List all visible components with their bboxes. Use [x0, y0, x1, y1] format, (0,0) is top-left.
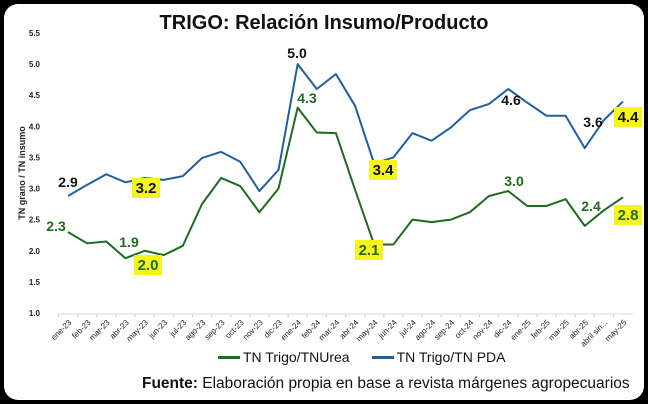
x-tick-label: mar-23 — [87, 318, 112, 343]
y-tick-label: 4.0 — [29, 122, 41, 131]
legend-swatch-pda — [371, 355, 394, 359]
x-tick-label: ago-24 — [413, 318, 437, 342]
legend-item-pda: TN Trigo/TN PDA — [371, 349, 506, 365]
data-label: 4.6 — [501, 92, 521, 108]
data-label: 1.9 — [119, 234, 139, 250]
x-tick-label: sep-24 — [433, 318, 457, 342]
y-tick-label: 2.5 — [29, 216, 41, 225]
data-label-highlight — [134, 255, 162, 275]
x-tick-label: mar-24 — [317, 318, 342, 343]
y-tick-label: 5.5 — [29, 29, 41, 38]
data-label-highlight — [614, 107, 642, 127]
data-label-highlight — [132, 178, 160, 198]
source-label: Fuente: — [142, 375, 198, 392]
data-label: 3.6 — [583, 114, 603, 130]
data-label: 2.1 — [359, 242, 380, 259]
x-tick-label: may-25 — [603, 318, 629, 344]
x-tick-label: ene-23 — [49, 318, 73, 342]
y-tick-label: 3.0 — [29, 185, 41, 194]
data-label: 2.0 — [138, 257, 159, 274]
data-label: 3.0 — [504, 173, 524, 189]
chart-title: TRIGO: Relación Insumo/Producto — [159, 12, 489, 34]
data-label: 2.8 — [618, 207, 639, 224]
data-label-highlight — [369, 160, 397, 180]
x-tick-label: may-23 — [125, 318, 151, 344]
x-tick-label: ene-25 — [509, 318, 533, 342]
source-text: Elaboración propia en base a revista már… — [197, 375, 630, 392]
line-chart: 1.0 1.5 2.0 2.5 3.0 3.5 4.0 4.5 5.0 5.5 TN grano /… — [17, 29, 642, 349]
data-label: 2.9 — [58, 174, 78, 190]
legend-item-urea: TN Trigo/TNUrea — [218, 349, 350, 365]
data-label: 4.4 — [618, 109, 640, 126]
legend: TN Trigo/TNUrea TN Trigo/TN PDA — [218, 349, 505, 365]
source-note: Fuente: Elaboración propia en base a rev… — [142, 375, 630, 393]
x-tick-label: nov-23 — [241, 318, 265, 342]
x-tick-label: sep-23 — [203, 318, 227, 342]
data-label: 2.4 — [581, 198, 601, 214]
y-tick-label: 2.0 — [29, 247, 41, 256]
legend-swatch-urea — [218, 355, 240, 359]
series-line-pda — [67, 63, 624, 197]
x-tick-label: mar-25 — [547, 318, 572, 343]
data-label-highlight — [355, 240, 383, 260]
series-line-urea — [67, 106, 624, 260]
x-tick-label: nov-24 — [471, 318, 495, 342]
data-label: 3.4 — [373, 162, 395, 179]
chart-frame: 1.0 1.5 2.0 2.5 3.0 3.5 4.0 4.5 5.0 5.5 TN grano /… — [4, 4, 644, 400]
data-label: 5.0 — [287, 45, 307, 61]
x-tick-label: jun-24 — [376, 318, 399, 341]
legend-label-pda: TN Trigo/TN PDA — [396, 349, 506, 365]
y-tick-label: 1.5 — [29, 278, 41, 287]
y-tick-label: 5.0 — [29, 60, 41, 69]
x-tick-label: ene-24 — [279, 318, 303, 342]
data-label-highlight — [614, 205, 642, 225]
y-axis-title: TN grano / TN insumo — [17, 126, 27, 220]
x-tick-label: jun-23 — [146, 318, 169, 341]
data-label: 3.2 — [136, 180, 157, 197]
y-tick-label: 4.5 — [29, 91, 41, 100]
x-tick-label: ago-23 — [183, 318, 207, 342]
y-tick-label: 1.0 — [29, 309, 41, 318]
data-label: 2.3 — [46, 218, 66, 234]
legend-label-urea: TN Trigo/TNUrea — [243, 349, 350, 365]
x-tick-label: may-24 — [354, 318, 380, 344]
data-label: 4.3 — [297, 90, 317, 106]
y-tick-label: 3.5 — [29, 153, 41, 162]
